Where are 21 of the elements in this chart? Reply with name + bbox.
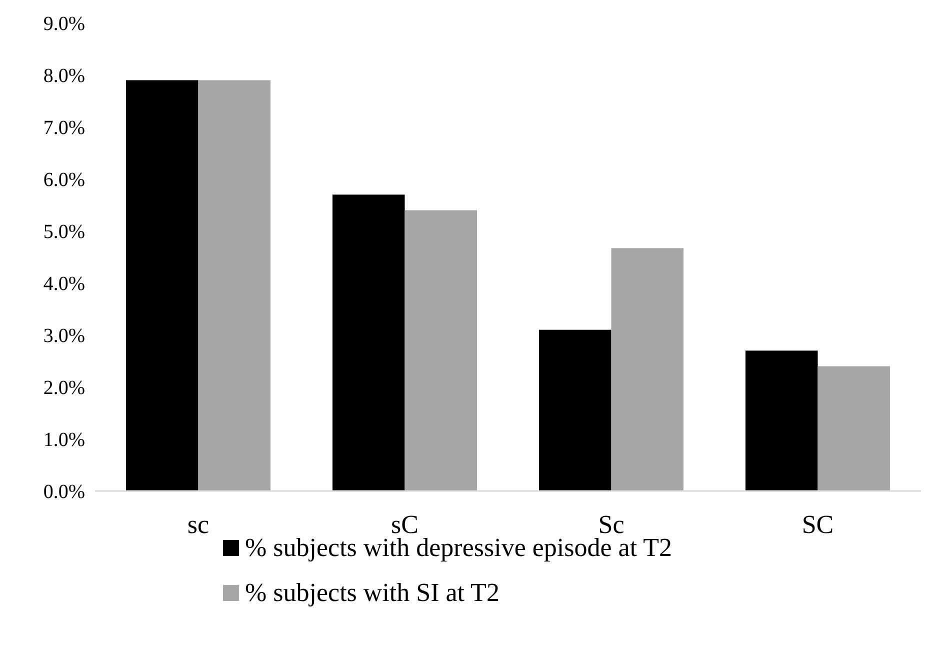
bar bbox=[404, 210, 478, 491]
bar bbox=[611, 248, 684, 491]
x-tick-label: SC bbox=[802, 510, 834, 539]
bar bbox=[818, 366, 890, 491]
bar bbox=[332, 194, 405, 491]
bar bbox=[745, 350, 818, 491]
bar bbox=[198, 80, 271, 491]
bar bbox=[538, 330, 612, 491]
y-tick-label: 2.0% bbox=[43, 377, 85, 399]
y-tick-label: 3.0% bbox=[43, 325, 85, 347]
y-tick-label: 8.0% bbox=[43, 65, 85, 87]
y-tick-label: 0.0% bbox=[43, 481, 85, 503]
x-tick-label: sc bbox=[187, 510, 210, 539]
y-tick-label: 6.0% bbox=[43, 169, 85, 191]
bar bbox=[126, 80, 198, 491]
y-tick-label: 4.0% bbox=[43, 273, 85, 295]
y-tick-label: 7.0% bbox=[43, 117, 85, 139]
y-tick-label: 9.0% bbox=[43, 13, 85, 35]
y-tick-label: 1.0% bbox=[43, 429, 85, 451]
legend-label: % subjects with SI at T2 bbox=[245, 578, 500, 607]
y-tick-label: 5.0% bbox=[43, 221, 85, 243]
